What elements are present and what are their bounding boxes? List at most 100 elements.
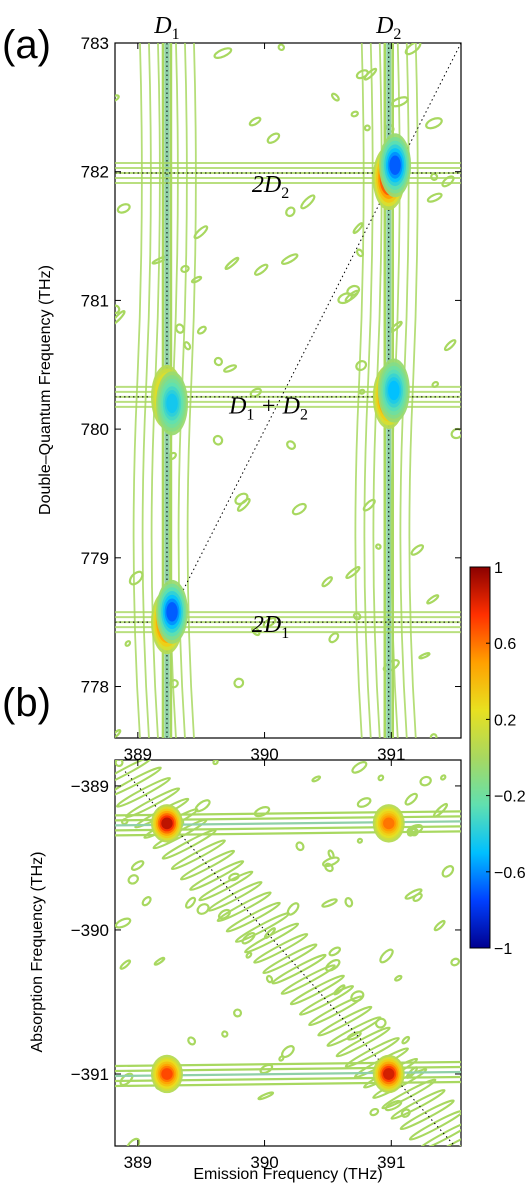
panel-label-a: (a) bbox=[2, 23, 51, 67]
panel-a-xtick-label: 389 bbox=[124, 745, 152, 764]
panel-a-guide-diagonal bbox=[166, 43, 461, 623]
panel-b-peak-2 bbox=[161, 1068, 173, 1080]
colorbar-ticks: 1 0.6 0.2 −0.2 −0.6 −1 bbox=[486, 560, 526, 958]
panel-a-contour-speckle bbox=[124, 640, 132, 647]
panel-b-contour-speckle bbox=[325, 958, 341, 972]
panel-a-contour-speckle bbox=[355, 360, 368, 372]
panel-b-diagonal-ridge bbox=[225, 901, 281, 933]
panel-b-contour-speckle bbox=[257, 1091, 275, 1101]
panel-a-contour-speckle bbox=[190, 275, 203, 284]
colorbar-tick-label: 0.6 bbox=[494, 636, 516, 653]
panel-a-contour-speckle bbox=[280, 253, 299, 266]
panel-b-contour-speckle bbox=[259, 1063, 274, 1075]
panel-b-diagonal-ridge bbox=[189, 860, 245, 891]
panel-b-xtick-label: 391 bbox=[377, 1153, 405, 1172]
peak-label: 2D1 bbox=[252, 612, 289, 642]
panel-a-contour-speckle bbox=[249, 387, 262, 398]
colorbar-scale bbox=[469, 566, 491, 949]
panel-b-contour-speckle bbox=[404, 888, 423, 900]
panel-a-contour-speckle bbox=[345, 566, 361, 580]
panel-a-contour-speckle bbox=[286, 440, 297, 450]
top-label-D1: D1 bbox=[153, 13, 179, 43]
panel-b-contour-speckle bbox=[221, 1030, 229, 1038]
panel-b-contour-speckle bbox=[356, 837, 364, 844]
panel-b-diagonal-ridge bbox=[399, 1099, 455, 1131]
panel-a-contour-speckle bbox=[277, 43, 286, 52]
panel-b-contour-speckle bbox=[295, 841, 305, 852]
panel-a-contour-speckle bbox=[196, 325, 207, 335]
panel-b-contour-speckle bbox=[119, 959, 132, 970]
panel-a-contour-speckle bbox=[234, 492, 249, 506]
panel-a-contour-speckle bbox=[410, 544, 425, 556]
panel-b-peak-1 bbox=[383, 817, 395, 830]
colorbar-tick-label: −0.2 bbox=[494, 789, 526, 806]
panel-a-contour-speckle bbox=[426, 594, 440, 605]
colorbar-tick-label: 0.2 bbox=[494, 712, 516, 729]
panel-b-diagonal-ridge bbox=[280, 964, 336, 995]
panel-b-contour-speckle bbox=[127, 874, 139, 885]
panel-b-contour-speckle bbox=[311, 775, 322, 783]
panel-b-diagonal-ridge bbox=[125, 787, 181, 819]
panel-b-diagonal-ridge bbox=[427, 1130, 461, 1146]
panel-b-contour-speckle bbox=[115, 917, 132, 929]
panel-a-contour-speckle bbox=[321, 576, 333, 588]
panel-a-ytick-label: 781 bbox=[81, 291, 109, 310]
panel-b-diagonal-ridge bbox=[198, 870, 254, 902]
panel-a-contour-speckle bbox=[426, 192, 443, 203]
panel-b-contour-speckle bbox=[130, 860, 145, 871]
panel-b-contour-speckle bbox=[245, 951, 253, 959]
panel-b-diagonal-ridge bbox=[262, 943, 318, 975]
panel-b-contour-speckle bbox=[351, 761, 368, 774]
panel-b-contour-speckle bbox=[450, 957, 461, 967]
panel-b-contour-speckle bbox=[401, 1035, 411, 1045]
panel-a-contour-speckle bbox=[418, 652, 431, 660]
colorbar-tick-label: −0.6 bbox=[494, 865, 526, 882]
panel-b-diagonal-ridge bbox=[115, 760, 153, 787]
panel-b-diagonal-ridge bbox=[115, 776, 171, 808]
panel-b-diagonal-ridge bbox=[170, 839, 226, 871]
panel-a-xtick-label: 391 bbox=[377, 745, 405, 764]
panel-b-contour-speckle bbox=[419, 775, 432, 787]
colorbar-tick-label: 1 bbox=[494, 560, 503, 577]
panel-b-contour-speckle bbox=[379, 948, 394, 964]
peak-label: D1 + D2 bbox=[228, 393, 308, 423]
panel-b-contour-speckle bbox=[369, 1107, 380, 1117]
panel-a-contour-speckle bbox=[183, 341, 192, 351]
panel-b-contour-speckle bbox=[153, 956, 166, 966]
panel-a-ytick-label: 780 bbox=[81, 420, 109, 439]
panel-b-diagonal-ridge bbox=[271, 953, 327, 985]
panel-b-contour-speckle bbox=[377, 774, 385, 782]
panel-b-contour-speckle bbox=[394, 974, 403, 982]
panel-a-contour-speckle bbox=[116, 203, 131, 214]
panel-b-contour-speckle bbox=[115, 760, 124, 768]
panel-a-contour-speckle bbox=[115, 304, 121, 315]
panel-a-ytick-label: 782 bbox=[81, 163, 109, 182]
panel-b-diagonal-ridge bbox=[216, 891, 272, 923]
panel-a-contour-speckle bbox=[291, 502, 307, 516]
colorbar: 1 0.6 0.2 −0.2 −0.6 −1 bbox=[469, 560, 526, 958]
panel-b-diagonal-ridge bbox=[335, 1026, 391, 1058]
panel-a-ylabel: Double–Quantum Frequency (THz) bbox=[37, 265, 54, 515]
panel-b-contour-speckle bbox=[404, 792, 418, 806]
panel-b: 389 390 391 −389 −390 −391 bbox=[71, 759, 462, 1172]
panel-b-contour-speckle bbox=[141, 896, 152, 907]
panel-a-contour-ridge bbox=[132, 43, 143, 738]
panel-b-diagonal-ridge bbox=[381, 1078, 437, 1110]
panel-a: 389 390 391 778 779 780 781 782 783 D1 D2 2D2 D1 + D… bbox=[81, 13, 462, 764]
panel-a-peak-3 bbox=[166, 393, 178, 414]
panel-a-contour-speckle bbox=[285, 206, 296, 218]
panel-b-ytick-label: −391 bbox=[71, 1065, 109, 1084]
panel-b-diagonal-ridge bbox=[326, 1016, 382, 1047]
panel-b-xlabel: Emission Frequency (THz) bbox=[193, 1166, 382, 1183]
panel-a-contour-speckle bbox=[233, 677, 245, 689]
panel-a-contour-speckle bbox=[254, 263, 269, 276]
panel-b-diagonal-ridge bbox=[244, 922, 300, 954]
panel-a-contour-speckle bbox=[212, 434, 224, 446]
panel-b-diagonal-ridge bbox=[344, 1037, 400, 1068]
panel-a-ytick-label: 779 bbox=[81, 549, 109, 568]
panel-b-peak-0 bbox=[161, 817, 173, 830]
panel-b-contour-speckle bbox=[328, 946, 342, 957]
panel-b-diagonal-ridge bbox=[390, 1089, 446, 1120]
panel-a-contour-ridge bbox=[408, 43, 419, 738]
panel-a-contour-speckle bbox=[330, 92, 340, 102]
